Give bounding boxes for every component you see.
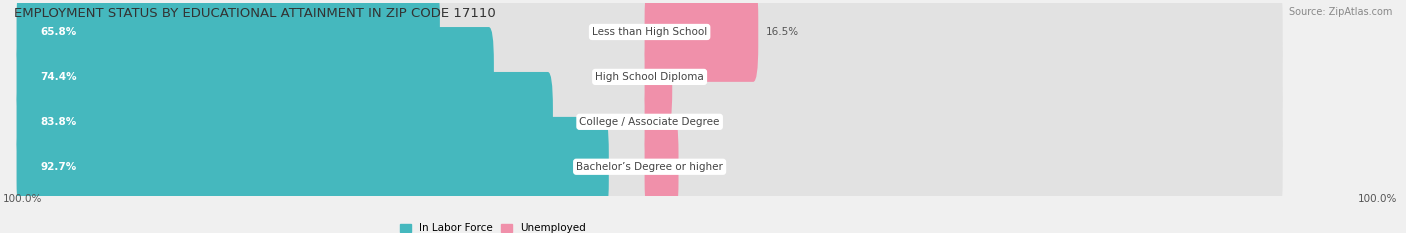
FancyBboxPatch shape <box>17 72 553 172</box>
FancyBboxPatch shape <box>17 72 1282 172</box>
Text: EMPLOYMENT STATUS BY EDUCATIONAL ATTAINMENT IN ZIP CODE 17110: EMPLOYMENT STATUS BY EDUCATIONAL ATTAINM… <box>14 7 496 20</box>
Text: 0.8%: 0.8% <box>668 117 693 127</box>
Text: 16.5%: 16.5% <box>766 27 799 37</box>
Text: 74.4%: 74.4% <box>41 72 77 82</box>
Text: 65.8%: 65.8% <box>41 27 77 37</box>
FancyBboxPatch shape <box>644 0 758 82</box>
FancyBboxPatch shape <box>644 117 679 217</box>
Text: 3.8%: 3.8% <box>686 162 713 172</box>
Text: Source: ZipAtlas.com: Source: ZipAtlas.com <box>1288 7 1392 17</box>
FancyBboxPatch shape <box>644 27 672 127</box>
FancyBboxPatch shape <box>17 27 1282 127</box>
Text: Less than High School: Less than High School <box>592 27 707 37</box>
Text: Bachelor’s Degree or higher: Bachelor’s Degree or higher <box>576 162 723 172</box>
FancyBboxPatch shape <box>644 72 659 172</box>
Text: 2.8%: 2.8% <box>679 72 706 82</box>
Text: 100.0%: 100.0% <box>3 194 42 204</box>
Text: 92.7%: 92.7% <box>41 162 77 172</box>
Text: College / Associate Degree: College / Associate Degree <box>579 117 720 127</box>
Text: 100.0%: 100.0% <box>1358 194 1398 204</box>
Text: 83.8%: 83.8% <box>41 117 77 127</box>
FancyBboxPatch shape <box>17 0 1282 82</box>
FancyBboxPatch shape <box>17 27 494 127</box>
FancyBboxPatch shape <box>17 0 440 82</box>
FancyBboxPatch shape <box>17 117 1282 217</box>
Text: High School Diploma: High School Diploma <box>595 72 704 82</box>
FancyBboxPatch shape <box>17 117 609 217</box>
Legend: In Labor Force, Unemployed: In Labor Force, Unemployed <box>401 223 586 233</box>
